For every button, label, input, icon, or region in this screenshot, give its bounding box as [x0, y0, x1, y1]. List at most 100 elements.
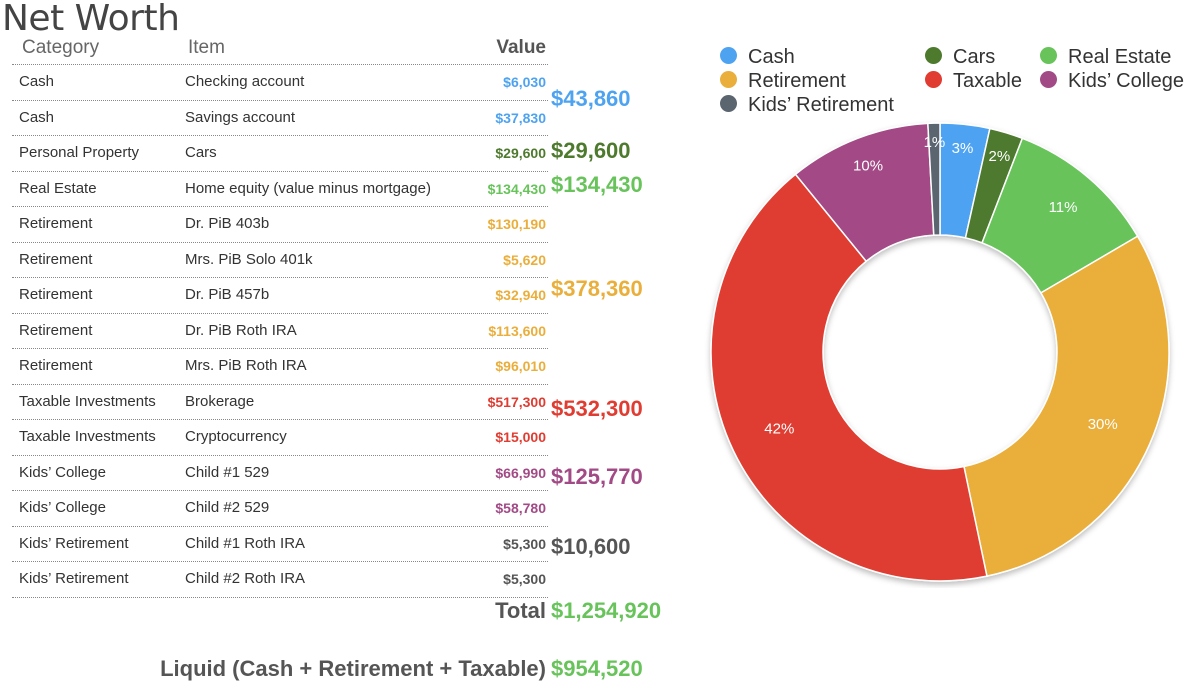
table-row: Kids’ Retirement Child #1 Roth IRA $5,300: [12, 525, 548, 562]
slice-label: 3%: [952, 140, 974, 157]
table-row: Kids’ College Child #2 529 $58,780: [12, 490, 548, 526]
row-item: Mrs. PiB Roth IRA: [185, 357, 307, 374]
row-value: $134,430: [487, 180, 546, 197]
row-category: Personal Property: [19, 144, 140, 161]
table-row: Retirement Mrs. PiB Roth IRA $96,010: [12, 348, 548, 384]
row-category: Retirement: [19, 357, 93, 374]
legend-swatch: [925, 71, 942, 88]
legend-swatch: [720, 47, 737, 64]
row-value: $37,830: [495, 109, 546, 126]
row-item: Child #2 Roth IRA: [185, 570, 306, 587]
slice-label: 2%: [989, 148, 1011, 165]
row-item: Cryptocurrency: [185, 428, 287, 445]
row-value: $130,190: [487, 216, 546, 232]
table-row: Retirement Dr. PiB Roth IRA $113,600: [12, 312, 548, 349]
row-value: $66,990: [495, 464, 546, 481]
chart-legend: Cash Cars Real Estate Retirement Taxable Kids…: [720, 46, 1200, 122]
donut-chart: 3% 2% 11% 30% 42% 10% 1%: [710, 122, 1170, 582]
legend-item: Kids’ Retirement: [720, 94, 894, 117]
group-total: $134,430: [551, 172, 643, 197]
row-category: Retirement: [19, 215, 93, 232]
row-category: Kids’ College: [19, 463, 106, 481]
row-value: $6,030: [503, 74, 546, 90]
row-category: Retirement: [19, 286, 93, 303]
row-value: $113,600: [488, 322, 546, 339]
row-category: Kids’ Retirement: [19, 534, 129, 552]
row-item: Home equity (value minus mortgage): [185, 179, 431, 197]
row-category: Cash: [19, 73, 55, 90]
legend-swatch: [720, 71, 737, 88]
row-value: $5,620: [503, 251, 546, 268]
table-row: Kids’ Retirement Child #2 Roth IRA $5,300: [12, 561, 548, 598]
legend-item: Taxable: [925, 70, 1022, 93]
table-row: Taxable Investments Brokerage $517,300: [12, 383, 548, 420]
table-row: Retirement Dr. PiB 403b $130,190: [12, 206, 548, 242]
legend-item: Cash: [720, 46, 795, 69]
table-row: Retirement Mrs. PiB Solo 401k $5,620: [12, 241, 548, 278]
group-total: $532,300: [551, 396, 643, 421]
legend-label: Kids’ College: [1068, 70, 1184, 92]
liquid-value: $954,520: [551, 656, 643, 681]
row-value: $15,000: [495, 429, 546, 445]
group-total: $29,600: [551, 138, 631, 163]
legend-label: Cash: [748, 46, 795, 68]
row-value: $29,600: [495, 145, 546, 161]
header-value: Value: [496, 37, 546, 58]
legend-item: Real Estate: [1040, 46, 1171, 69]
row-category: Taxable Investments: [19, 392, 156, 410]
legend-label: Retirement: [748, 70, 846, 92]
slice-label: 1%: [924, 134, 946, 151]
table-row: Retirement Dr. PiB 457b $32,940: [12, 277, 548, 313]
legend-label: Cars: [953, 46, 996, 68]
legend-label: Taxable: [953, 70, 1022, 92]
donut-slice: [927, 122, 941, 236]
legend-item: Retirement: [720, 70, 846, 93]
table-row: Cash Savings account $37,830: [12, 99, 548, 136]
row-item: Child #1 Roth IRA: [185, 534, 306, 552]
table-row: Cash Checking account $6,030: [12, 64, 548, 100]
table-row: Personal Property Cars $29,600: [12, 135, 548, 171]
table-row: Real Estate Home equity (value minus mort…: [12, 170, 548, 207]
row-item: Brokerage: [185, 392, 255, 410]
header-item: Item: [188, 37, 225, 58]
liquid-label: Liquid (Cash + Retirement + Taxable): [160, 656, 546, 681]
legend-label: Real Estate: [1068, 46, 1172, 68]
header-category: Category: [22, 37, 100, 58]
row-category: Cash: [19, 108, 55, 126]
row-value: $5,300: [503, 535, 546, 552]
group-total: $43,860: [551, 86, 631, 111]
row-value: $32,940: [495, 287, 546, 303]
row-item: Dr. PiB 457b: [185, 286, 270, 303]
row-category: Real Estate: [19, 179, 97, 197]
slice-label: 30%: [1088, 416, 1118, 433]
row-value: $517,300: [487, 393, 546, 410]
group-total: $378,360: [551, 276, 643, 301]
legend-swatch: [1040, 71, 1057, 88]
row-category: Retirement: [19, 321, 93, 339]
row-item: Checking account: [185, 73, 305, 90]
row-item: Child #2 529: [185, 499, 270, 516]
legend-swatch: [1040, 47, 1057, 64]
page-title: Net Worth: [2, 0, 180, 39]
row-item: Dr. PiB Roth IRA: [185, 321, 297, 339]
networth-table: Cash Checking account $6,030 Cash Savings ac…: [12, 64, 548, 598]
row-item: Mrs. PiB Solo 401k: [185, 250, 313, 268]
legend-label: Kids’ Retirement: [748, 94, 894, 116]
group-total: $10,600: [551, 534, 631, 559]
donut-slice: [710, 173, 988, 582]
row-item: Dr. PiB 403b: [185, 215, 270, 232]
row-category: Retirement: [19, 250, 93, 268]
total-label: Total: [495, 598, 546, 623]
group-total: $125,770: [551, 464, 643, 489]
slice-label: 42%: [764, 421, 794, 438]
row-item: Child #1 529: [185, 463, 270, 481]
row-value: $58,780: [495, 500, 546, 516]
table-row: Taxable Investments Cryptocurrency $15,000: [12, 419, 548, 455]
table-row: Kids’ College Child #1 529 $66,990: [12, 454, 548, 491]
row-category: Kids’ Retirement: [19, 570, 129, 587]
donut-slice: [963, 235, 1170, 578]
legend-swatch: [925, 47, 942, 64]
row-item: Cars: [185, 144, 217, 161]
slice-label: 11%: [1049, 199, 1078, 216]
total-value: $1,254,920: [551, 598, 662, 623]
